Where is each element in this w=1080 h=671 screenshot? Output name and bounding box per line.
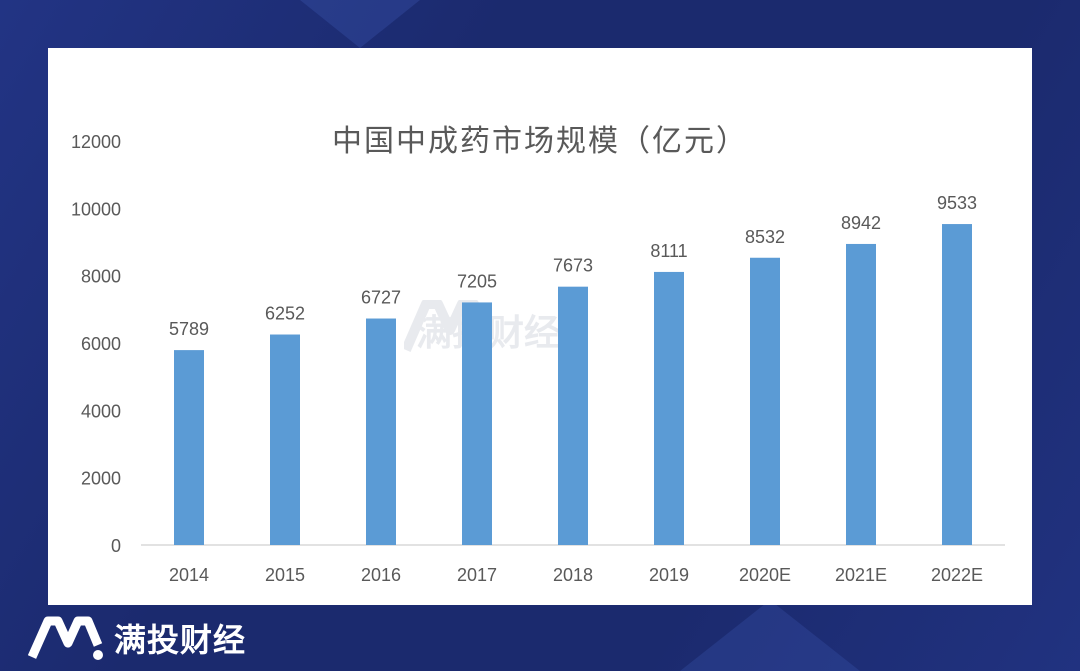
y-tick-label: 6000 (81, 334, 121, 354)
x-tick-label: 2018 (553, 565, 593, 585)
data-label: 6252 (265, 304, 305, 324)
x-tick-label: 2019 (649, 565, 689, 585)
data-label: 5789 (169, 319, 209, 339)
background-triangle-top (300, 0, 420, 48)
bar (174, 350, 204, 545)
brand-logo-icon (28, 616, 103, 660)
y-tick-label: 0 (111, 536, 121, 556)
data-label: 7673 (553, 256, 593, 276)
bar (942, 224, 972, 545)
y-tick-label: 8000 (81, 267, 121, 287)
brand-text: 满投财经 (114, 621, 247, 659)
x-tick-label: 2017 (457, 565, 497, 585)
x-tick-label: 2020E (739, 565, 791, 585)
bar (654, 271, 684, 545)
data-label: 8532 (745, 227, 785, 247)
data-label: 8942 (841, 213, 881, 233)
brand-logo: 满投财经 (28, 612, 246, 664)
bar (558, 286, 588, 545)
y-tick-label: 10000 (71, 199, 121, 219)
x-tick-label: 2016 (361, 565, 401, 585)
data-label: 8111 (650, 241, 687, 261)
data-label: 9533 (937, 193, 977, 213)
data-label: 6727 (361, 288, 401, 308)
x-tick-label: 2014 (169, 565, 209, 585)
x-tick-label: 2022E (931, 565, 983, 585)
bar (462, 302, 492, 545)
x-tick-label: 2021E (835, 565, 887, 585)
bar (366, 318, 396, 545)
data-label: 7205 (457, 271, 497, 291)
chart-panel: 中国中成药市场规模（亿元） 满投财经 020004000600080001000… (48, 48, 1032, 605)
y-tick-label: 4000 (81, 401, 121, 421)
background-triangle-bottom (680, 600, 860, 671)
chart-title: 中国中成药市场规模（亿元） (332, 124, 748, 159)
bar (750, 257, 780, 545)
y-tick-label: 2000 (81, 469, 121, 489)
x-tick-label: 2015 (265, 565, 305, 585)
bar-chart: 0 2000 4000 6000 8000 10000 12000 5789 2014 6252 2… (71, 132, 1005, 585)
bar (846, 243, 876, 545)
y-tick-label: 12000 (71, 132, 121, 152)
bar (270, 334, 300, 545)
